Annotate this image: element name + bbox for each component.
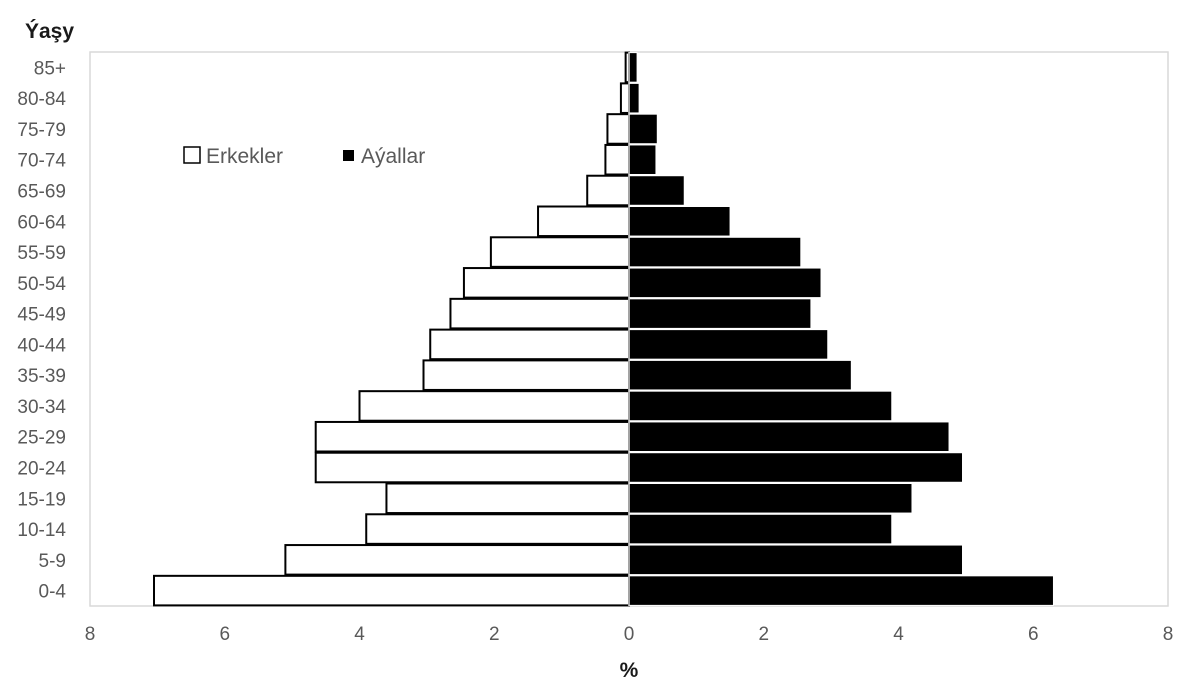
x-tick-label: 8 — [85, 624, 96, 645]
bar-female-60-64 — [628, 206, 731, 237]
y-tick-label: 60-64 — [17, 212, 66, 233]
bar-male-20-24 — [314, 451, 630, 484]
bar-female-70-74 — [628, 144, 657, 175]
bar-male-30-34 — [358, 390, 630, 422]
bar-male-0-4 — [153, 574, 630, 607]
legend-label-female: Aýallar — [361, 145, 425, 168]
y-tick-label: 40-44 — [17, 335, 66, 356]
x-tick-label: 8 — [1163, 624, 1174, 645]
bar-female-30-34 — [628, 390, 893, 422]
bar-female-55-59 — [628, 236, 802, 268]
bar-male-10-14 — [365, 513, 630, 545]
x-tick-label: 2 — [758, 624, 769, 645]
x-tick-label: 6 — [219, 624, 230, 645]
bar-male-50-54 — [462, 267, 630, 299]
bar-female-5-9 — [628, 544, 964, 576]
male-bars — [153, 51, 631, 607]
y-tick-label: 80-84 — [17, 89, 66, 110]
legend-label-male: Erkekler — [206, 145, 283, 168]
bar-male-60-64 — [537, 205, 631, 238]
y-tick-label: 0-4 — [39, 582, 67, 603]
bar-male-70-74 — [604, 143, 631, 176]
bar-female-85+ — [628, 52, 638, 83]
y-tick-label: 55-59 — [17, 243, 66, 264]
bar-female-20-24 — [628, 452, 964, 483]
y-tick-label: 50-54 — [17, 274, 66, 295]
bar-male-15-19 — [385, 482, 631, 515]
y-axis-title: Ýaşy — [25, 19, 74, 43]
bar-male-55-59 — [489, 236, 630, 268]
x-tick-label: 4 — [893, 624, 904, 645]
bar-female-40-44 — [628, 329, 829, 360]
y-tick-label: 20-24 — [17, 459, 66, 480]
bar-female-65-69 — [628, 175, 685, 206]
female-bars — [628, 52, 1054, 606]
x-tick-label: 6 — [1028, 624, 1039, 645]
y-tick-label: 25-29 — [17, 428, 66, 449]
y-tick-label: 15-19 — [17, 489, 66, 510]
bar-female-25-29 — [628, 421, 950, 452]
legend: Erkekler Aýallar — [183, 145, 425, 168]
legend-swatch-female — [343, 150, 354, 161]
y-tick-label: 35-39 — [17, 366, 66, 387]
y-tick-label: 5-9 — [39, 551, 66, 572]
bar-male-80-84 — [619, 82, 630, 114]
bar-female-15-19 — [628, 483, 913, 514]
bar-female-35-39 — [628, 359, 852, 391]
y-tick-label: 85+ — [34, 58, 66, 79]
y-tick-label: 10-14 — [17, 520, 66, 541]
y-tick-label: 65-69 — [17, 182, 66, 203]
bar-male-25-29 — [314, 420, 630, 453]
x-axis-tick-labels: 8 6 4 2 0 2 4 6 8 — [85, 624, 1174, 645]
bar-male-45-49 — [449, 297, 630, 330]
y-tick-label: 30-34 — [17, 397, 66, 418]
y-tick-label: 70-74 — [17, 151, 66, 172]
bar-male-40-44 — [429, 328, 630, 361]
legend-swatch-male — [183, 146, 201, 164]
bar-male-5-9 — [284, 544, 630, 576]
x-tick-label: 0 — [624, 624, 635, 645]
bar-male-65-69 — [586, 174, 630, 207]
bar-female-80-84 — [628, 82, 640, 114]
bar-female-45-49 — [628, 298, 812, 329]
bar-male-75-79 — [606, 113, 631, 145]
y-axis-tick-labels: 0-4 5-9 10-14 15-19 20-24 25-29 30-34 35-39 40-4… — [17, 58, 66, 602]
x-axis-title: % — [620, 659, 639, 681]
bar-female-10-14 — [628, 513, 893, 545]
x-tick-label: 2 — [489, 624, 500, 645]
y-tick-label: 45-49 — [17, 305, 66, 326]
bar-female-50-54 — [628, 267, 822, 299]
bar-female-75-79 — [628, 113, 658, 145]
y-tick-label: 75-79 — [17, 120, 66, 141]
x-tick-label: 4 — [354, 624, 365, 645]
bar-male-35-39 — [422, 359, 630, 391]
bar-female-0-4 — [628, 575, 1054, 606]
